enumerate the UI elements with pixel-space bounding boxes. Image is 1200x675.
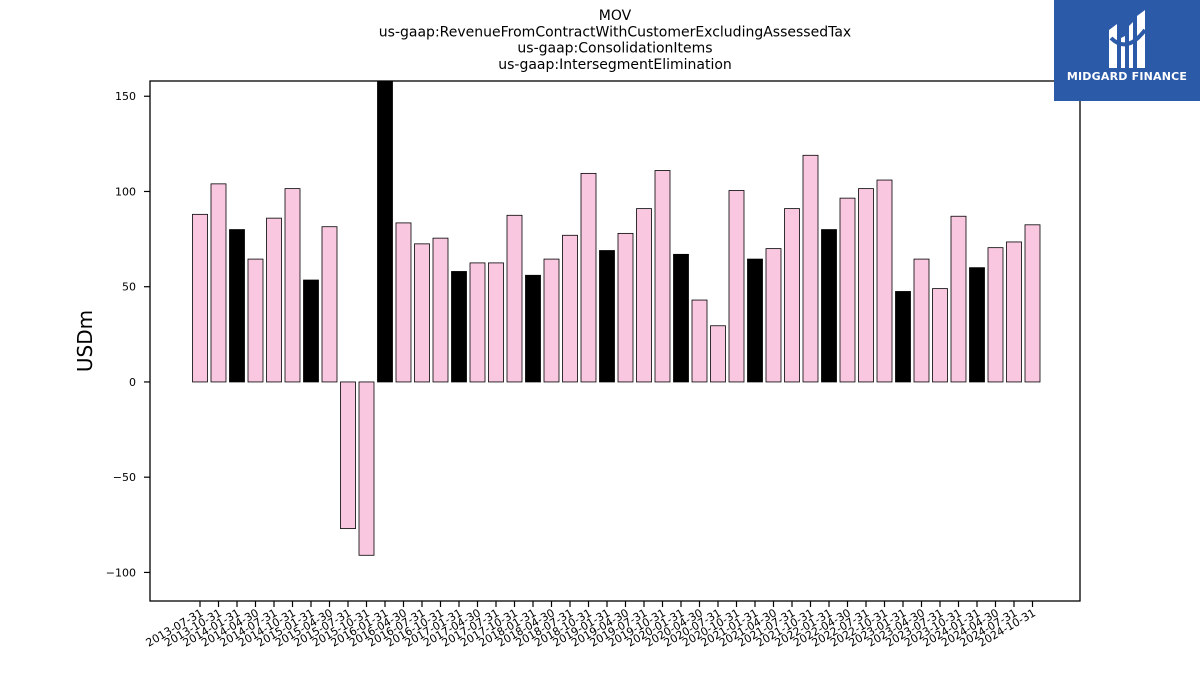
y-tick-label: 100 — [115, 185, 136, 198]
bar — [562, 234, 578, 383]
bar — [895, 291, 911, 383]
bar — [932, 288, 948, 383]
bar — [784, 208, 800, 383]
bar — [950, 215, 967, 383]
bar — [543, 258, 560, 383]
bar — [821, 229, 837, 383]
midgard-finance-logo: MIDGARD FINANCE — [1054, 0, 1200, 101]
bar — [728, 190, 745, 383]
bar — [987, 247, 1004, 383]
bar — [488, 262, 504, 383]
bar — [765, 248, 782, 383]
bar — [432, 237, 449, 383]
chart-title-line: us-gaap:RevenueFromContractWithCustomerE… — [379, 24, 851, 40]
bar — [377, 80, 393, 383]
bar — [580, 172, 597, 383]
plot-frame — [149, 80, 1081, 602]
bar — [599, 250, 615, 383]
y-axis-label: USDm — [73, 310, 97, 372]
logo-mark-icon — [1109, 10, 1147, 68]
bar — [617, 232, 634, 383]
y-tick-label: −50 — [113, 471, 136, 484]
bar — [266, 217, 282, 383]
bar — [747, 258, 763, 383]
y-tick-label: 0 — [129, 376, 136, 389]
bar — [802, 154, 819, 383]
bar — [969, 267, 985, 383]
bar — [192, 213, 208, 383]
y-tick-label: 50 — [122, 281, 136, 294]
bar — [858, 188, 874, 383]
bar — [506, 214, 523, 383]
bar — [691, 299, 708, 383]
y-tick-label: −100 — [106, 566, 136, 579]
chart-title-line: us-gaap:IntersegmentElimination — [498, 57, 732, 73]
bar — [636, 208, 652, 383]
x-axis: 2013-07-312013-10-312014-01-312014-04-30… — [144, 601, 1038, 650]
bar — [654, 170, 671, 383]
bars — [192, 80, 1041, 556]
y-tick-label: 150 — [115, 90, 136, 103]
bar — [469, 262, 486, 383]
bar — [1006, 241, 1022, 383]
bar — [913, 258, 930, 383]
bar — [876, 179, 893, 383]
bar — [247, 258, 264, 383]
bar — [229, 229, 245, 383]
bar — [284, 188, 301, 383]
chart-title-line: us-gaap:ConsolidationItems — [517, 41, 712, 57]
chart-title: MOVus-gaap:RevenueFromContractWithCustom… — [379, 8, 851, 73]
bar — [839, 197, 856, 383]
bar — [303, 279, 319, 383]
bar — [340, 381, 356, 530]
bar — [710, 325, 726, 383]
bar — [210, 183, 227, 383]
bar — [414, 243, 430, 383]
logo-text: MIDGARD FINANCE — [1066, 70, 1188, 83]
bar — [451, 271, 467, 383]
bar — [395, 222, 412, 383]
bar — [673, 253, 689, 383]
bar — [525, 274, 541, 383]
bar — [1024, 224, 1041, 383]
chart-title-line: MOV — [599, 8, 632, 24]
bar — [358, 381, 375, 556]
y-axis: −100 −50 0 50 100 150 — [106, 90, 150, 579]
bar — [321, 226, 338, 383]
